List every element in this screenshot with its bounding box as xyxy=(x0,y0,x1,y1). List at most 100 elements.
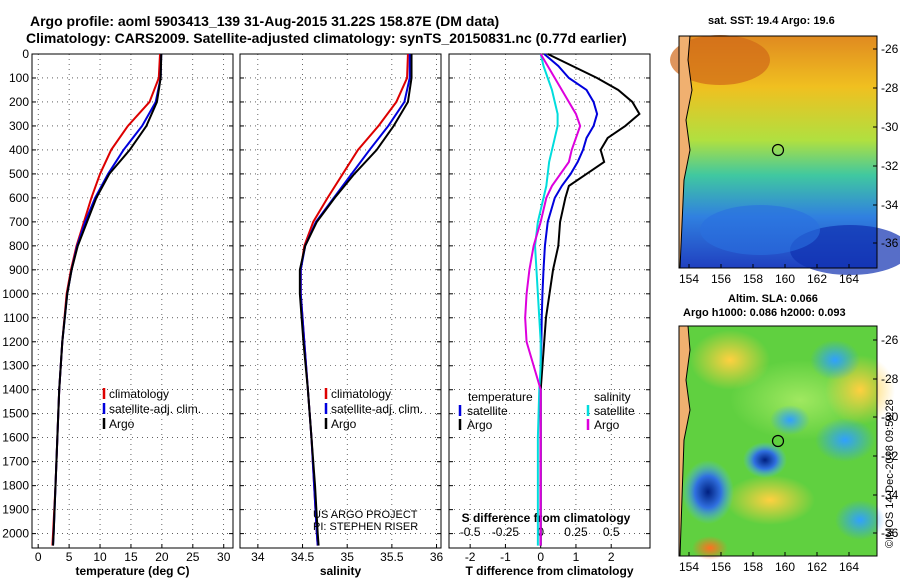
panel-frame xyxy=(239,53,442,549)
sst-map: sat. SST: 19.4 Argo: 19.6 -26 -28 -30 -32 -3… xyxy=(670,15,900,286)
x-tick-label: 30 xyxy=(217,550,231,564)
panel-frame xyxy=(31,53,234,549)
legend-label: satellite xyxy=(594,404,635,418)
x-tick-label: -2 xyxy=(465,550,476,564)
depth-tick-label: 0 xyxy=(22,47,29,61)
x-axis-label: salinity xyxy=(320,564,362,578)
x-tick-label: 1 xyxy=(573,550,580,564)
depth-tick-label: 800 xyxy=(9,239,29,253)
footer-credit: ©IMOS 14-Dec-2018 09:59:28 xyxy=(884,399,896,548)
lat-tick-label: -28 xyxy=(881,372,899,386)
sst-argo-marker xyxy=(771,143,785,157)
lat-tick-label: -32 xyxy=(881,449,899,463)
lon-tick-label: 160 xyxy=(775,272,795,286)
x-tick-label: 34 xyxy=(251,550,265,564)
sla-map: Altim. SLA: 0.066 Argo h1000: 0.086 h200… xyxy=(678,293,899,574)
legend-label: Argo xyxy=(594,418,620,432)
lon-tick-label: 162 xyxy=(807,560,827,574)
lat-tick-label: -32 xyxy=(881,159,899,173)
pi-label: PI: STEPHEN RISER xyxy=(313,521,418,533)
sla-map-title1: Altim. SLA: 0.066 xyxy=(728,293,818,305)
x-tick-label: 25 xyxy=(186,550,200,564)
depth-tick-label: 100 xyxy=(9,71,29,85)
lon-tick-label: 154 xyxy=(679,272,699,286)
lat-tick-label: -36 xyxy=(881,236,899,250)
depth-tick-label: 1400 xyxy=(2,383,29,397)
lon-tick-label: 162 xyxy=(807,272,827,286)
x-tick-label: -1 xyxy=(500,550,511,564)
sla-coastline xyxy=(679,325,691,557)
x-tick-label: 0 xyxy=(537,550,544,564)
depth-tick-label: 900 xyxy=(9,263,29,277)
series-argo xyxy=(298,54,413,546)
legend-label: Argo xyxy=(109,417,135,431)
legend-label: Argo xyxy=(467,418,493,432)
depth-tick-label: 1100 xyxy=(3,311,29,325)
lat-tick-label: -36 xyxy=(881,526,899,540)
x-tick-label: 20 xyxy=(155,550,169,564)
depth-tick-label: 300 xyxy=(9,119,29,133)
legend-label: satellite xyxy=(467,404,508,418)
depth-tick-label: 600 xyxy=(9,191,29,205)
x-tick-label: 35.5 xyxy=(380,550,404,564)
lat-tick-label: -26 xyxy=(881,42,899,56)
legend-label: satellite-adj. clim. xyxy=(331,402,423,416)
depth-tick-label: 1200 xyxy=(2,335,29,349)
depth-tick-label: 1000 xyxy=(2,287,29,301)
lat-tick-label: -28 xyxy=(881,81,899,95)
lon-tick-label: 160 xyxy=(775,560,795,574)
lon-tick-label: 158 xyxy=(743,560,763,574)
depth-tick-label: 1600 xyxy=(2,431,29,445)
s-tick-label: -0.5 xyxy=(460,525,481,539)
depth-tick-label: 1900 xyxy=(2,503,29,517)
lat-tick-label: -26 xyxy=(881,333,899,347)
project-label: US ARGO PROJECT xyxy=(313,509,418,521)
x-tick-label: 2 xyxy=(608,550,615,564)
s-axis-label: S difference from climatology xyxy=(462,511,631,525)
x-axis-label: temperature (deg C) xyxy=(75,564,189,578)
x-tick-label: 0 xyxy=(35,550,42,564)
series-s-argo xyxy=(524,53,582,546)
lat-tick-label: -34 xyxy=(881,488,899,502)
depth-tick-label: 700 xyxy=(9,215,29,229)
legend-label: Argo xyxy=(331,417,357,431)
x-tick-label: 15 xyxy=(124,550,138,564)
x-tick-label: 36 xyxy=(430,550,444,564)
legend-label: climatology xyxy=(331,387,391,401)
title-line1: Argo profile: aoml 5903413_139 31-Aug-20… xyxy=(30,13,499,29)
temperature-panel: 0100200300400500600700800900100011001200… xyxy=(2,47,234,578)
lat-tick-label: -30 xyxy=(881,120,899,134)
depth-tick-label: 2000 xyxy=(2,527,29,541)
sla-map-title2: Argo h1000: 0.086 h2000: 0.093 xyxy=(683,307,846,319)
depth-tick-label: 1700 xyxy=(2,455,29,469)
s-tick-label: 0.5 xyxy=(603,525,620,539)
difference-panel: -2 -1 0 1 2T difference from climatology -0.5… xyxy=(448,53,651,578)
sst-coastline xyxy=(679,35,693,269)
depth-tick-label: 400 xyxy=(9,143,29,157)
depth-tick-label: 200 xyxy=(9,95,29,109)
title-line2: Climatology: CARS2009. Satellite-adjuste… xyxy=(26,30,627,46)
series-argo xyxy=(52,53,163,546)
legend-title-salinity: salinity xyxy=(594,390,631,404)
legend-label: climatology xyxy=(109,387,169,401)
x-axis-label: T difference from climatology xyxy=(465,564,633,578)
lat-tick-label: -30 xyxy=(881,410,899,424)
lon-tick-label: 164 xyxy=(839,272,859,286)
lat-tick-label: -34 xyxy=(881,198,899,212)
s-tick-label: -0.25 xyxy=(492,525,520,539)
x-tick-label: 10 xyxy=(93,550,107,564)
lon-tick-label: 154 xyxy=(679,560,699,574)
sla-argo-marker xyxy=(771,434,785,448)
series-s-satellite xyxy=(534,53,559,546)
depth-tick-label: 1300 xyxy=(2,359,29,373)
lon-tick-label: 156 xyxy=(711,560,731,574)
depth-tick-label: 1500 xyxy=(2,407,29,421)
salinity-panel: 34 34.5 35 35.5 36 salinity climatologysatelli… xyxy=(239,53,444,578)
lon-tick-label: 156 xyxy=(711,272,731,286)
s-tick-label: 0.25 xyxy=(564,525,588,539)
x-tick-label: 5 xyxy=(66,550,73,564)
x-tick-label: 35 xyxy=(341,550,355,564)
depth-tick-label: 1800 xyxy=(2,479,29,493)
panel-frame xyxy=(448,53,651,549)
